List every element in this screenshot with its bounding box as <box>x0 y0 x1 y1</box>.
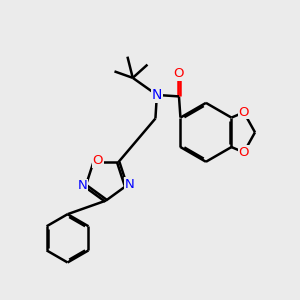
Text: O: O <box>238 106 249 119</box>
Text: O: O <box>174 67 184 80</box>
Text: N: N <box>77 179 87 193</box>
Text: O: O <box>238 146 249 159</box>
Text: N: N <box>152 88 162 102</box>
Text: N: N <box>125 178 134 191</box>
Text: O: O <box>92 154 103 167</box>
